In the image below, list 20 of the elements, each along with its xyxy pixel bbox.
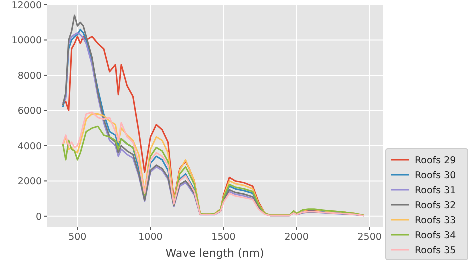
x-axis-title: Wave length (nm) xyxy=(166,247,264,260)
legend-label: Roofs 30 xyxy=(415,170,456,182)
legend-label: Roofs 35 xyxy=(415,246,456,256)
y-tick-label: 4000 xyxy=(18,141,42,152)
x-tick-label: 500 xyxy=(68,232,87,243)
legend-label: Roofs 34 xyxy=(415,230,456,242)
x-tick-label: 2000 xyxy=(284,232,309,243)
y-tick-label: 0 xyxy=(36,212,42,223)
y-tick-label: 12000 xyxy=(12,0,42,12)
legend-label: Roofs 32 xyxy=(415,200,456,212)
legend-label: Roofs 31 xyxy=(415,186,456,196)
y-tick-label: 2000 xyxy=(18,176,42,188)
x-tick-label: 2500 xyxy=(358,232,382,243)
y-tick-label: 8000 xyxy=(18,70,42,82)
y-tick-label: 6000 xyxy=(18,106,42,118)
legend-label: Roofs 29 xyxy=(415,156,456,166)
legend-label: Roofs 33 xyxy=(415,216,456,226)
x-tick-label: 1000 xyxy=(138,232,163,243)
x-tick-label: 1500 xyxy=(212,232,236,243)
y-tick-label: 10000 xyxy=(12,36,42,47)
